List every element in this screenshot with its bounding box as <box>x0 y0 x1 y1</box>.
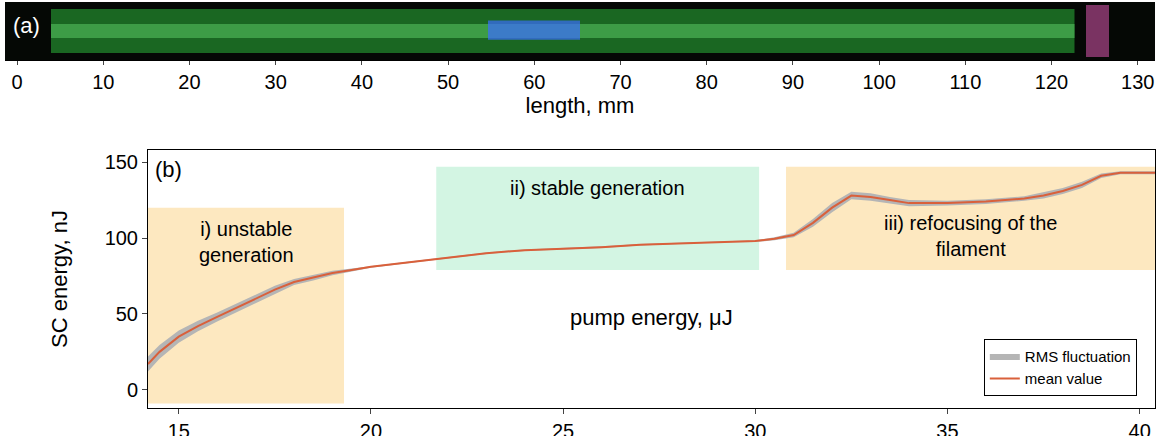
svg-text:110: 110 <box>949 71 981 93</box>
svg-text:20: 20 <box>178 71 200 93</box>
svg-text:90: 90 <box>782 71 804 93</box>
svg-text:30: 30 <box>265 71 287 93</box>
svg-text:130: 130 <box>1121 71 1154 93</box>
svg-text:40: 40 <box>1129 420 1151 436</box>
svg-text:30: 30 <box>744 420 766 436</box>
svg-text:(a): (a) <box>13 13 40 38</box>
svg-text:100: 100 <box>105 227 138 249</box>
svg-text:ii) stable generation: ii) stable generation <box>510 177 685 199</box>
svg-text:150: 150 <box>105 151 138 173</box>
svg-text:80: 80 <box>696 71 718 93</box>
svg-text:100: 100 <box>862 71 895 93</box>
svg-text:15: 15 <box>168 420 190 436</box>
svg-text:(b): (b) <box>155 157 182 182</box>
svg-text:20: 20 <box>360 420 382 436</box>
svg-text:pump energy, μJ: pump energy, μJ <box>570 305 733 330</box>
svg-text:25: 25 <box>552 420 574 436</box>
svg-text:50: 50 <box>437 71 459 93</box>
svg-text:i) unstablegeneration: i) unstablegeneration <box>199 218 294 266</box>
svg-text:mean value: mean value <box>1025 370 1103 387</box>
svg-text:60: 60 <box>523 71 545 93</box>
svg-text:50: 50 <box>116 303 138 325</box>
svg-text:0: 0 <box>127 379 138 401</box>
svg-text:SC energy, nJ: SC energy, nJ <box>47 210 72 348</box>
svg-text:120: 120 <box>1035 71 1068 93</box>
svg-text:0: 0 <box>12 71 23 93</box>
svg-text:70: 70 <box>609 71 631 93</box>
svg-text:35: 35 <box>936 420 958 436</box>
svg-text:10: 10 <box>92 71 114 93</box>
svg-text:40: 40 <box>351 71 373 93</box>
svg-text:length, mm: length, mm <box>526 93 635 118</box>
svg-text:iii) refocusing of thefilament: iii) refocusing of thefilament <box>884 212 1057 260</box>
svg-text:RMS fluctuation: RMS fluctuation <box>1025 348 1131 365</box>
